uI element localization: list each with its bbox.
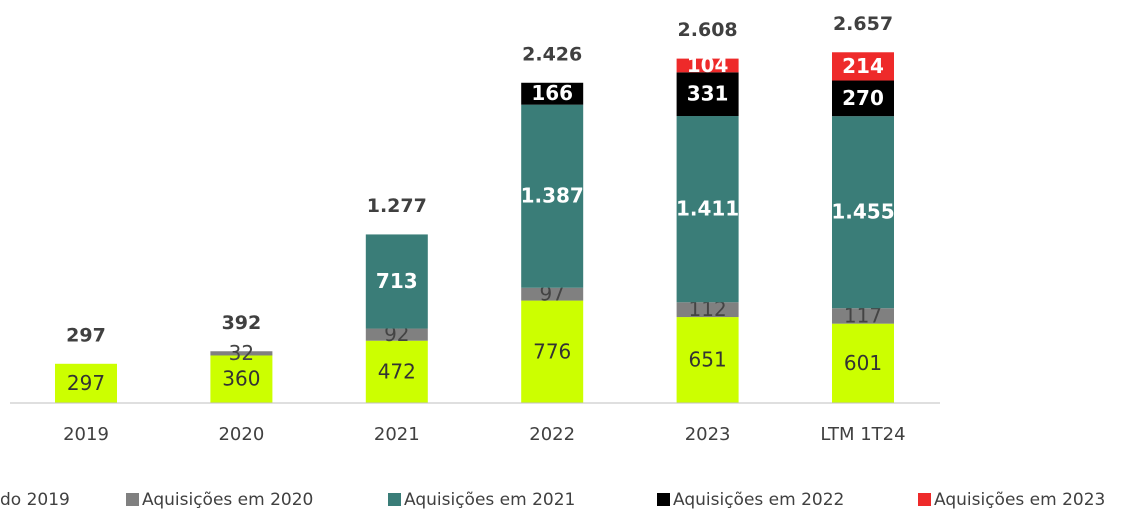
- legend-marker: [657, 493, 670, 506]
- value-label: 166: [531, 81, 573, 105]
- x-tick-label: 2020: [218, 424, 264, 445]
- bar-segment: [676, 317, 739, 403]
- value-label: 331: [687, 82, 729, 106]
- bar-segment: [521, 104, 584, 288]
- bar-segment: [676, 72, 739, 117]
- bar-segment: [521, 300, 584, 403]
- x-tick-label: 2019: [63, 424, 109, 445]
- value-label: 601: [844, 351, 882, 375]
- bar-segment: [676, 302, 739, 318]
- bar-segment: [55, 363, 117, 403]
- legend-label: Aquisições em 2021: [404, 490, 575, 510]
- value-label: 1.387: [521, 184, 584, 208]
- value-label: 104: [687, 53, 729, 77]
- bar-segment: [521, 287, 584, 301]
- x-tick-label: LTM 1T24: [820, 424, 905, 445]
- bar-segment: [210, 355, 273, 403]
- legend-marker: [388, 493, 401, 506]
- bar-segment: [676, 58, 739, 73]
- bar-segment: [521, 82, 584, 105]
- bar-segment: [365, 328, 428, 341]
- bar-segment: [676, 116, 739, 303]
- total-label: 297: [66, 324, 106, 346]
- value-label: 713: [376, 269, 418, 293]
- bar-segment: [832, 308, 894, 324]
- legend-label: do 2019: [0, 490, 70, 510]
- value-label: 360: [222, 367, 260, 391]
- total-label: 2.657: [833, 13, 893, 35]
- bar-segment: [365, 234, 428, 329]
- legend-label: Aquisições em 2020: [142, 490, 313, 510]
- bar-segment: [832, 323, 894, 403]
- value-label: 651: [689, 348, 727, 372]
- value-label: 1.411: [676, 197, 739, 221]
- x-tick-label: 2021: [374, 424, 420, 445]
- total-label: 2.608: [678, 19, 738, 41]
- bar-segment: [210, 351, 273, 356]
- legend-marker: [126, 493, 139, 506]
- x-tick-label: 2023: [685, 424, 731, 445]
- value-label: 472: [378, 359, 416, 383]
- value-label: 1.455: [831, 200, 894, 224]
- total-label: 392: [222, 312, 262, 334]
- value-label: 297: [67, 371, 105, 395]
- bar-segment: [832, 80, 894, 117]
- value-label: 270: [842, 86, 884, 110]
- legend-marker: [918, 493, 931, 506]
- bar-segment: [365, 340, 428, 403]
- legend-label: Aquisições em 2022: [673, 490, 844, 510]
- value-label: 214: [842, 54, 884, 78]
- total-label: 1.277: [367, 195, 427, 217]
- x-tick-label: 2022: [529, 424, 575, 445]
- total-label: 2.426: [522, 43, 582, 65]
- bar-segment: [832, 52, 894, 81]
- value-label: 32: [229, 341, 254, 365]
- legend-label: Aquisições em 2023: [934, 490, 1105, 510]
- bar-segment: [832, 116, 894, 309]
- value-label: 776: [533, 339, 571, 363]
